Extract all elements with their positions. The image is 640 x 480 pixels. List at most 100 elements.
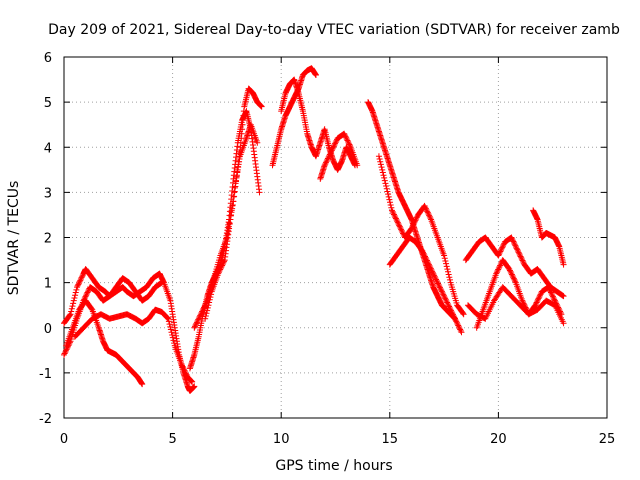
- series-arc-12: [375, 153, 467, 318]
- data-point: [70, 300, 77, 307]
- series-arc-13: [386, 234, 465, 336]
- data-point: [375, 153, 382, 160]
- data-point: [191, 323, 198, 330]
- data-point: [560, 261, 567, 268]
- data-point: [183, 371, 190, 378]
- data-point: [322, 160, 329, 167]
- data-point: [512, 242, 519, 249]
- data-point: [435, 281, 442, 288]
- data-point: [347, 142, 354, 149]
- series-arc-9: [269, 65, 319, 169]
- data-point: [420, 250, 427, 257]
- data-point: [398, 227, 405, 234]
- data-point: [518, 256, 525, 263]
- data-point: [158, 279, 165, 286]
- data-point: [229, 202, 236, 209]
- data-point: [383, 183, 390, 190]
- data-point: [382, 180, 389, 187]
- data-point: [421, 202, 428, 209]
- data-point: [427, 215, 434, 222]
- data-point: [553, 300, 560, 307]
- data-point: [202, 313, 209, 320]
- data-point: [438, 288, 445, 295]
- data-point: [510, 274, 517, 281]
- y-tick-label: -1: [39, 367, 52, 382]
- data-point: [436, 283, 443, 290]
- data-point: [509, 235, 516, 242]
- data-point: [390, 211, 397, 218]
- data-point: [383, 185, 390, 192]
- data-point: [385, 193, 392, 200]
- data-point: [67, 311, 74, 318]
- data-point: [68, 308, 75, 315]
- data-point: [387, 202, 394, 209]
- data-point: [426, 213, 433, 220]
- data-point: [443, 260, 450, 267]
- data-point: [445, 271, 452, 278]
- data-point: [354, 162, 361, 169]
- data-point: [192, 322, 199, 329]
- data-point: [207, 294, 214, 301]
- data-point: [450, 313, 457, 320]
- data-point: [460, 311, 467, 318]
- data-point: [410, 221, 417, 228]
- data-point: [547, 288, 554, 295]
- data-point: [84, 289, 91, 296]
- data-point: [495, 265, 502, 272]
- data-point: [495, 252, 502, 259]
- data-point: [73, 286, 80, 293]
- data-point: [435, 280, 442, 287]
- data-point: [258, 103, 265, 110]
- x-tick-label: 20: [490, 432, 507, 447]
- data-point: [499, 243, 506, 250]
- data-point: [553, 301, 560, 308]
- data-point: [451, 315, 458, 322]
- data-point: [197, 312, 204, 319]
- data-point: [419, 248, 426, 255]
- data-point: [442, 257, 449, 264]
- y-tick-label: 5: [44, 96, 52, 111]
- data-point: [546, 286, 553, 293]
- data-point: [558, 311, 565, 318]
- data-point: [514, 246, 521, 253]
- data-point: [330, 143, 337, 150]
- data-point: [537, 291, 544, 298]
- data-point: [74, 282, 81, 289]
- data-point: [413, 214, 420, 221]
- data-point: [506, 266, 513, 273]
- data-point: [220, 259, 227, 266]
- data-point: [61, 351, 67, 358]
- data-point: [444, 300, 451, 307]
- data-point: [456, 325, 463, 332]
- data-point: [440, 292, 447, 299]
- data-point: [449, 310, 456, 317]
- data-point: [332, 139, 339, 146]
- x-tick-label: 25: [599, 432, 616, 447]
- data-point: [521, 301, 528, 308]
- data-point: [535, 295, 542, 302]
- data-point: [182, 368, 189, 375]
- data-point: [458, 329, 465, 336]
- data-point: [444, 266, 451, 273]
- data-point: [514, 248, 521, 255]
- data-point: [441, 294, 448, 301]
- data-point: [199, 308, 206, 315]
- data-point: [217, 265, 224, 272]
- data-point: [388, 204, 395, 211]
- data-point: [345, 140, 352, 147]
- data-point: [380, 172, 387, 179]
- data-point: [397, 225, 404, 232]
- data-point: [420, 249, 427, 256]
- data-point: [445, 302, 452, 309]
- data-point: [393, 216, 400, 223]
- data-point: [549, 292, 556, 299]
- data-point: [426, 212, 433, 219]
- data-point: [68, 305, 75, 312]
- data-point: [324, 156, 331, 163]
- data-point: [193, 320, 200, 327]
- data-point: [88, 305, 95, 312]
- data-point: [167, 326, 174, 333]
- y-tick-label: 4: [44, 141, 52, 156]
- data-point: [523, 305, 530, 312]
- data-point: [548, 290, 555, 297]
